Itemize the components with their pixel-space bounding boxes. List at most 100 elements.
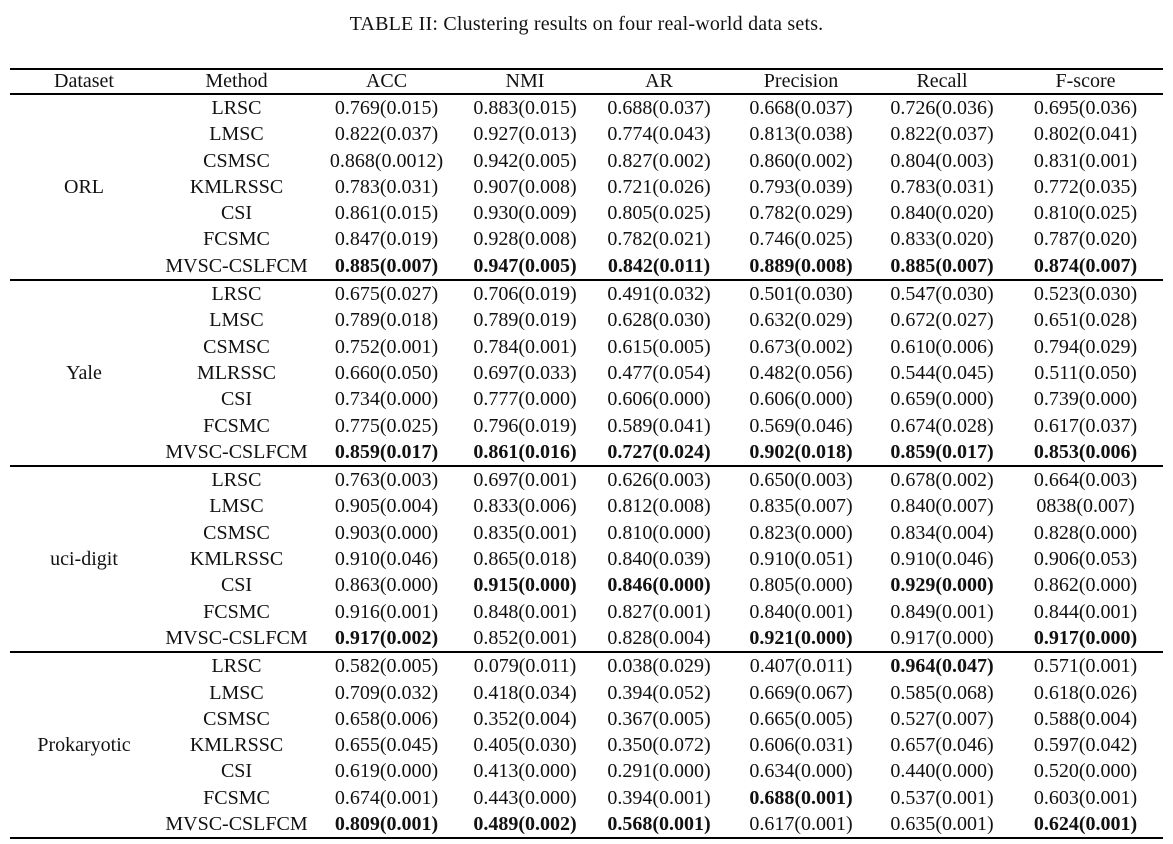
table-row: Yale LRSC 0.675(0.027) 0.706(0.019) 0.491(0.… bbox=[10, 279, 1163, 467]
metric-cell: 0.537(0.001) bbox=[890, 786, 994, 809]
table-row: CSI 0.619(0.000) 0.413(0.000) 0.291(0.000) 0… bbox=[10, 758, 1163, 784]
table-row: FCSMC 0.775(0.025) 0.796(0.019) 0.589(0.041… bbox=[10, 413, 1163, 439]
metric-cell: 0.626(0.003) bbox=[592, 465, 726, 494]
dataset-label: Prokaryotic bbox=[10, 651, 158, 839]
metric-cell: 0.848(0.001) bbox=[473, 600, 577, 623]
metric-cell: 0.606(0.031) bbox=[749, 734, 853, 757]
metric-cell: 0.885(0.007) bbox=[890, 254, 994, 277]
column-header-dataset: Dataset bbox=[10, 69, 158, 95]
metric-cell: 0.658(0.006) bbox=[334, 707, 439, 730]
metric-cell: 0.606(0.000) bbox=[749, 388, 853, 411]
table-row: MVSC-CSLFCM 0.859(0.017) 0.861(0.016) 0.727… bbox=[10, 439, 1163, 466]
metric-cell: 0.964(0.047) bbox=[876, 651, 1008, 680]
metric-cell: 0.619(0.000) bbox=[334, 760, 439, 783]
metric-cell: 0.727(0.024) bbox=[607, 440, 711, 463]
metric-cell: 0.482(0.056) bbox=[749, 361, 853, 384]
metric-cell: 0.840(0.039) bbox=[607, 548, 711, 571]
metric-cell: 0.695(0.036) bbox=[1033, 97, 1138, 119]
metric-cell: 0.520(0.000) bbox=[1033, 760, 1138, 783]
metric-cell: 0.617(0.037) bbox=[1033, 414, 1138, 437]
metric-cell: 0.418(0.034) bbox=[473, 681, 577, 704]
metric-cell: 0.635(0.001) bbox=[890, 813, 994, 836]
dataset-label: ORL bbox=[64, 175, 104, 198]
table-row: CSMSC 0.752(0.001) 0.784(0.001) 0.615(0.005… bbox=[10, 334, 1163, 360]
metric-cell: 0.651(0.028) bbox=[1033, 309, 1138, 332]
metric-cell: 0.874(0.007) bbox=[1033, 254, 1138, 277]
metric-cell: 0.862(0.000) bbox=[1033, 574, 1138, 597]
metric-cell: 0.477(0.054) bbox=[607, 361, 711, 384]
metric-cell: 0.407(0.011) bbox=[726, 651, 876, 680]
metric-cell: 0.833(0.020) bbox=[890, 228, 994, 251]
metric-cell: 0.789(0.019) bbox=[473, 309, 577, 332]
metric-cell: 0.849(0.001) bbox=[890, 600, 994, 623]
metric-cell: 0.889(0.008) bbox=[749, 254, 853, 277]
metric-cell: 0.038(0.029) bbox=[592, 651, 726, 680]
method-cell: LRSC bbox=[158, 651, 315, 680]
column-header-fscore: F-score bbox=[1008, 69, 1163, 95]
metric-cell: 0.840(0.001) bbox=[749, 600, 853, 623]
metric-cell: 0.615(0.005) bbox=[607, 335, 711, 358]
metric-cell: 0.568(0.001) bbox=[607, 813, 711, 836]
metric-cell: 0.810(0.025) bbox=[1033, 202, 1138, 225]
metric-cell: 0.907(0.008) bbox=[473, 175, 577, 198]
metric-cell: 0838(0.007) bbox=[1036, 495, 1135, 518]
metric-cell: 0.853(0.006) bbox=[1033, 440, 1138, 463]
metric-cell: 0.697(0.001) bbox=[458, 465, 592, 494]
metric-cell: 0.783(0.031) bbox=[890, 175, 994, 198]
metric-cell: 0.885(0.007) bbox=[334, 254, 439, 277]
method-cell: CSI bbox=[220, 202, 253, 225]
metric-cell: 0.547(0.030) bbox=[876, 279, 1008, 308]
method-cell: MVSC-CSLFCM bbox=[165, 440, 308, 463]
metric-cell: 0.734(0.000) bbox=[334, 388, 439, 411]
metric-cell: 0.787(0.020) bbox=[1033, 228, 1138, 251]
metric-cell: 0.844(0.001) bbox=[1033, 600, 1138, 623]
metric-cell: 0.868(0.0012) bbox=[329, 149, 444, 172]
metric-cell: 0.917(0.002) bbox=[334, 626, 439, 649]
metric-cell: 0.775(0.025) bbox=[334, 414, 439, 437]
metric-cell: 0.905(0.004) bbox=[334, 495, 439, 518]
table-header: Dataset Method ACC NMI AR Precision Reca… bbox=[10, 69, 1163, 95]
metric-cell: 0.721(0.026) bbox=[607, 175, 711, 198]
metric-cell: 0.921(0.000) bbox=[749, 626, 853, 649]
metric-cell: 0.846(0.000) bbox=[607, 574, 711, 597]
method-cell: LMSC bbox=[209, 495, 264, 518]
metric-cell: 0.847(0.019) bbox=[334, 228, 439, 251]
metric-cell: 0.589(0.041) bbox=[607, 414, 711, 437]
metric-cell: 0.603(0.001) bbox=[1033, 786, 1138, 809]
table-row: CSI 0.734(0.000) 0.777(0.000) 0.606(0.000) 0… bbox=[10, 386, 1163, 412]
metric-cell: 0.709(0.032) bbox=[334, 681, 439, 704]
method-cell: LRSC bbox=[158, 465, 315, 494]
metric-cell: 0.673(0.002) bbox=[749, 335, 853, 358]
metric-cell: 0.665(0.005) bbox=[749, 707, 853, 730]
metric-cell: 0.511(0.050) bbox=[1034, 361, 1137, 384]
metric-cell: 0.842(0.011) bbox=[607, 254, 711, 277]
metric-cell: 0.668(0.037) bbox=[749, 97, 853, 119]
method-cell: FCSMC bbox=[203, 786, 270, 809]
table-row: CSMSC 0.868(0.0012) 0.942(0.005) 0.827(0.00… bbox=[10, 148, 1163, 174]
metric-cell: 0.840(0.020) bbox=[890, 202, 994, 225]
method-cell: LMSC bbox=[209, 309, 264, 332]
table-row: LMSC 0.905(0.004) 0.833(0.006) 0.812(0.008)… bbox=[10, 493, 1163, 519]
metric-cell: 0.910(0.046) bbox=[890, 548, 994, 571]
dataset-label: uci-digit bbox=[10, 465, 158, 653]
metric-cell: 0.929(0.000) bbox=[890, 574, 994, 597]
method-cell: LMSC bbox=[209, 123, 264, 146]
metric-cell: 0.501(0.030) bbox=[726, 279, 876, 308]
method-cell: FCSMC bbox=[203, 600, 270, 623]
metric-cell: 0.527(0.007) bbox=[890, 707, 994, 730]
metric-cell: 0.582(0.005) bbox=[315, 651, 458, 680]
metric-cell: 0.726(0.036) bbox=[890, 97, 994, 119]
method-cell: CSMSC bbox=[203, 335, 270, 358]
metric-cell: 0.079(0.011) bbox=[458, 651, 592, 680]
metric-cell: 0.678(0.002) bbox=[876, 465, 1008, 494]
metric-cell: 0.674(0.028) bbox=[890, 414, 994, 437]
header-row: Dataset Method ACC NMI AR Precision Reca… bbox=[10, 69, 1163, 95]
method-cell: LRSC bbox=[211, 97, 262, 119]
metric-cell: 0.827(0.002) bbox=[607, 149, 711, 172]
method-cell: CSMSC bbox=[203, 149, 270, 172]
metric-cell: 0.796(0.019) bbox=[473, 414, 577, 437]
method-cell: CSMSC bbox=[203, 521, 270, 544]
metric-cell: 0.809(0.001) bbox=[334, 813, 439, 836]
metric-cell: 0.739(0.000) bbox=[1033, 388, 1138, 411]
metric-cell: 0.782(0.029) bbox=[749, 202, 853, 225]
